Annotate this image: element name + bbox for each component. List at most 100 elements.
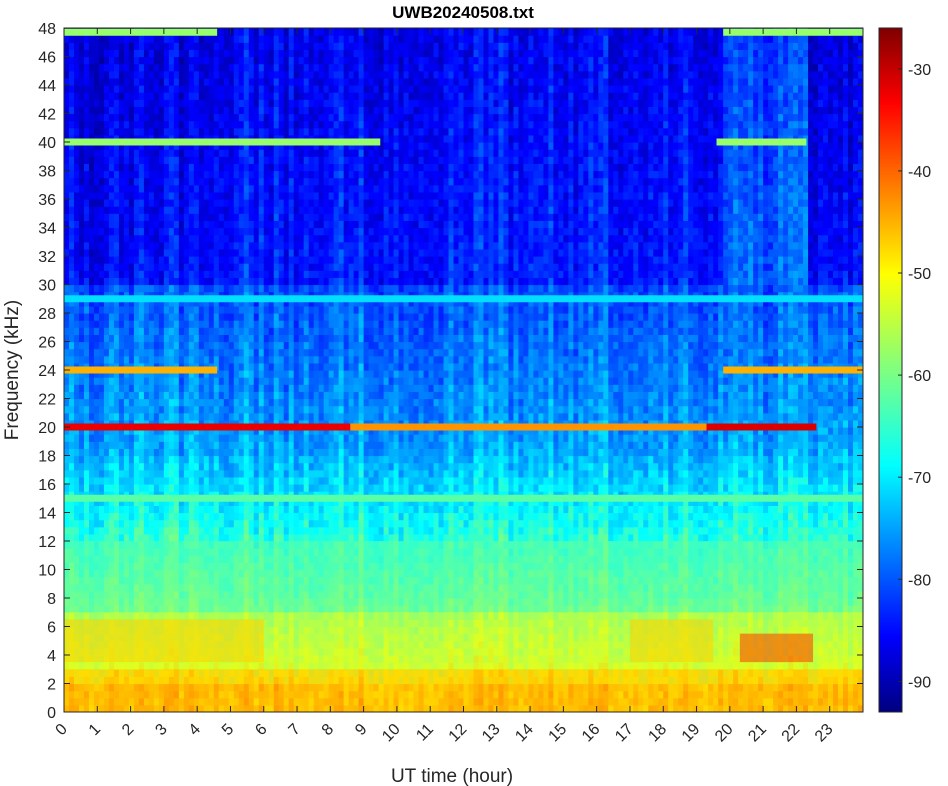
- heatmap-cell: [138, 77, 145, 86]
- heatmap-cell: [68, 170, 75, 179]
- heatmap-cell: [243, 334, 250, 343]
- heatmap-cell: [83, 533, 90, 542]
- heatmap-cell: [83, 113, 90, 122]
- heatmap-cell: [73, 476, 80, 485]
- heatmap-cell: [183, 469, 190, 478]
- heatmap-cell: [158, 526, 165, 535]
- heatmap-cell: [183, 191, 190, 200]
- heatmap-cell: [303, 142, 310, 150]
- heatmap-cell: [318, 341, 325, 350]
- heatmap-cell: [68, 284, 75, 293]
- heatmap-cell: [128, 284, 135, 293]
- heatmap-cell: [258, 113, 265, 122]
- heatmap-cell: [83, 199, 90, 207]
- heatmap-cell: [243, 469, 250, 478]
- heatmap-cell: [103, 327, 110, 335]
- heatmap-cell: [193, 469, 200, 478]
- heatmap-cell: [228, 263, 235, 271]
- heatmap-cell: [268, 391, 275, 400]
- heatmap-cell: [223, 327, 230, 335]
- heatmap-cell: [183, 505, 190, 514]
- heatmap-cell: [178, 142, 185, 150]
- heatmap-cell: [193, 476, 200, 485]
- heatmap-cell: [253, 313, 260, 321]
- heatmap-cell: [123, 441, 130, 449]
- heatmap-cell: [218, 505, 225, 514]
- heatmap-cell: [188, 434, 195, 442]
- heatmap-cell: [313, 313, 320, 321]
- heatmap-cell: [253, 462, 260, 471]
- heatmap-cell: [228, 384, 235, 392]
- heatmap-cell: [283, 512, 290, 521]
- heatmap-cell: [268, 256, 275, 264]
- heatmap-cell: [288, 270, 295, 278]
- heatmap-cell: [248, 448, 255, 457]
- heatmap-cell: [138, 448, 145, 457]
- heatmap-cell: [64, 184, 70, 193]
- heatmap-cell: [243, 434, 250, 442]
- heatmap-cell: [203, 270, 210, 278]
- heatmap-cell: [188, 277, 195, 286]
- heatmap-cell: [128, 512, 135, 521]
- heatmap-cell: [318, 227, 325, 236]
- heatmap-cell: [83, 427, 90, 435]
- heatmap-cell: [64, 398, 70, 407]
- heatmap-cell: [123, 191, 130, 200]
- heatmap-cell: [313, 106, 320, 115]
- heatmap-cell: [253, 498, 260, 506]
- heatmap-cell: [293, 398, 300, 407]
- heatmap-cell: [193, 127, 200, 136]
- heatmap-cell: [153, 348, 160, 357]
- heatmap-cell: [203, 334, 210, 343]
- heatmap-cell: [168, 142, 175, 150]
- heatmap-cell: [118, 462, 125, 471]
- heatmap-cell: [318, 398, 325, 407]
- heatmap-cell: [168, 42, 175, 50]
- heatmap-cell: [118, 85, 125, 93]
- heatmap-cell: [88, 498, 95, 506]
- heatmap-cell: [133, 284, 140, 293]
- heatmap-cell: [223, 99, 230, 107]
- heatmap-cell: [278, 142, 285, 150]
- heatmap-cell: [203, 92, 210, 100]
- heatmap-cell: [248, 533, 255, 542]
- heatmap-cell: [64, 277, 70, 286]
- heatmap-cell: [78, 149, 85, 157]
- heatmap-cell: [188, 199, 195, 207]
- heatmap-cell: [78, 113, 85, 122]
- heatmap-cell: [168, 298, 175, 307]
- heatmap-cell: [118, 327, 125, 335]
- heatmap-cell: [163, 398, 170, 407]
- heatmap-cell: [263, 213, 270, 221]
- heatmap-cell: [243, 248, 250, 257]
- heatmap-cell: [213, 370, 220, 378]
- heatmap-cell: [203, 320, 210, 328]
- heatmap-cell: [93, 156, 100, 164]
- heatmap-cell: [88, 533, 95, 542]
- heatmap-cell: [88, 434, 95, 442]
- heatmap-cell: [218, 142, 225, 150]
- heatmap-cell: [64, 498, 70, 506]
- heatmap-cell: [253, 384, 260, 392]
- heatmap-cell: [83, 519, 90, 528]
- heatmap-cell: [148, 377, 155, 385]
- heatmap-cell: [133, 484, 140, 492]
- heatmap-cell: [78, 405, 85, 414]
- heatmap-cell: [258, 142, 265, 150]
- heatmap-cell: [98, 370, 105, 378]
- heatmap-cell: [248, 85, 255, 93]
- heatmap-cell: [243, 298, 250, 307]
- heatmap-cell: [288, 127, 295, 136]
- heatmap-cell: [248, 355, 255, 364]
- heatmap-cell: [308, 113, 315, 122]
- heatmap-cell: [243, 476, 250, 485]
- heatmap-cell: [278, 227, 285, 236]
- heatmap-cell: [68, 434, 75, 442]
- heatmap-cell: [153, 206, 160, 214]
- heatmap-cell: [153, 434, 160, 442]
- heatmap-cell: [148, 142, 155, 150]
- heatmap-cell: [223, 106, 230, 115]
- heatmap-cell: [178, 184, 185, 193]
- heatmap-cell: [88, 120, 95, 129]
- heatmap-cell: [318, 256, 325, 264]
